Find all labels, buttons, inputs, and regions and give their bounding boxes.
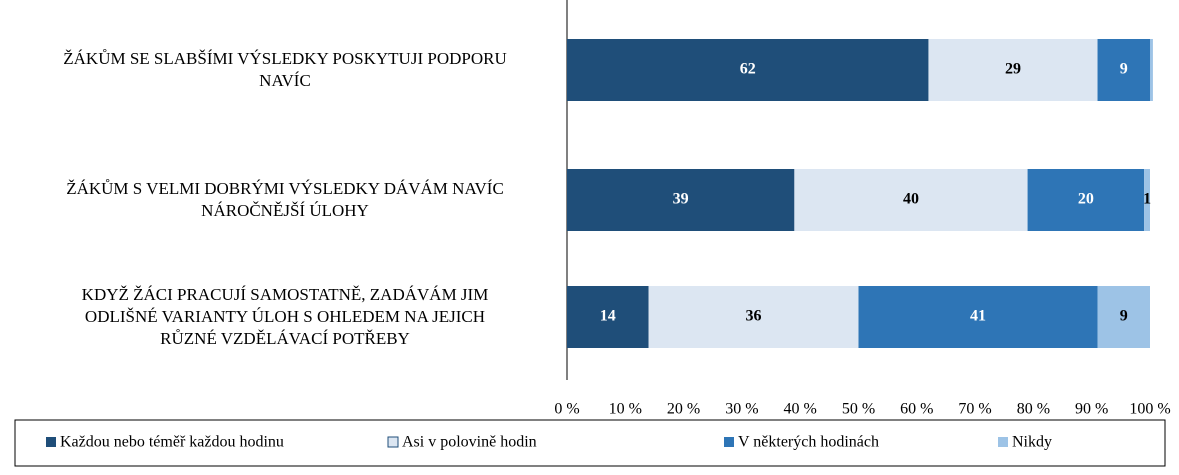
- data-label: 1: [1143, 191, 1151, 208]
- legend-label: Nikdy: [1012, 434, 1052, 451]
- category-label: ŽÁKŮM S VELMI DOBRÝMI VÝSLEDKY DÁVÁM NAV…: [66, 179, 504, 220]
- x-tick-label: 0 %: [554, 401, 579, 418]
- category-label: KDYŽ ŽÁCI PRACUJÍ SAMOSTATNĚ, ZADÁVÁM JI…: [81, 285, 489, 348]
- x-tick-label: 90 %: [1075, 401, 1108, 418]
- bar-segment: [858, 286, 1098, 348]
- bar-segment: [1097, 39, 1150, 101]
- bar-segment: [648, 286, 859, 348]
- legend-label: Každou nebo téměř každou hodinu: [60, 434, 284, 451]
- data-label: 41: [970, 308, 986, 325]
- legend-swatch: [998, 437, 1008, 447]
- x-tick-label: 40 %: [784, 401, 817, 418]
- bar-segment: [928, 39, 1098, 101]
- data-label: 20: [1078, 191, 1094, 208]
- x-tick-label: 60 %: [900, 401, 933, 418]
- bar-segment: [1027, 169, 1145, 231]
- data-label: 9: [1120, 61, 1128, 78]
- bar-segment: [567, 286, 649, 348]
- legend-label: V některých hodinách: [738, 434, 879, 451]
- bar-segment: [794, 169, 1028, 231]
- x-tick-label: 70 %: [958, 401, 991, 418]
- data-label: 29: [1005, 61, 1021, 78]
- bar-segment: [567, 169, 795, 231]
- data-label: 39: [673, 191, 689, 208]
- legend-swatch: [724, 437, 734, 447]
- legend-label: Asi v polovině hodin: [402, 434, 537, 451]
- bar-segment: [1144, 169, 1150, 231]
- x-tick-label: 20 %: [667, 401, 700, 418]
- x-tick-label: 80 %: [1017, 401, 1050, 418]
- data-label: 40: [903, 191, 919, 208]
- legend-box: [14, 419, 1166, 467]
- data-label: 14: [600, 308, 616, 325]
- data-label: 62: [740, 61, 756, 78]
- data-label: 36: [746, 308, 762, 325]
- legend-swatch: [387, 436, 399, 448]
- bar-segment: [1097, 286, 1150, 348]
- category-label: ŽÁKŮM SE SLABŠÍMI VÝSLEDKY POSKYTUJI POD…: [63, 49, 507, 90]
- x-tick-label: 30 %: [725, 401, 758, 418]
- x-tick-label: 50 %: [842, 401, 875, 418]
- x-tick-label: 100 %: [1129, 401, 1170, 418]
- bar-segment: [1150, 39, 1153, 101]
- bar-segment: [567, 39, 929, 101]
- legend-swatch: [46, 437, 56, 447]
- data-label: 9: [1120, 308, 1128, 325]
- x-tick-label: 10 %: [609, 401, 642, 418]
